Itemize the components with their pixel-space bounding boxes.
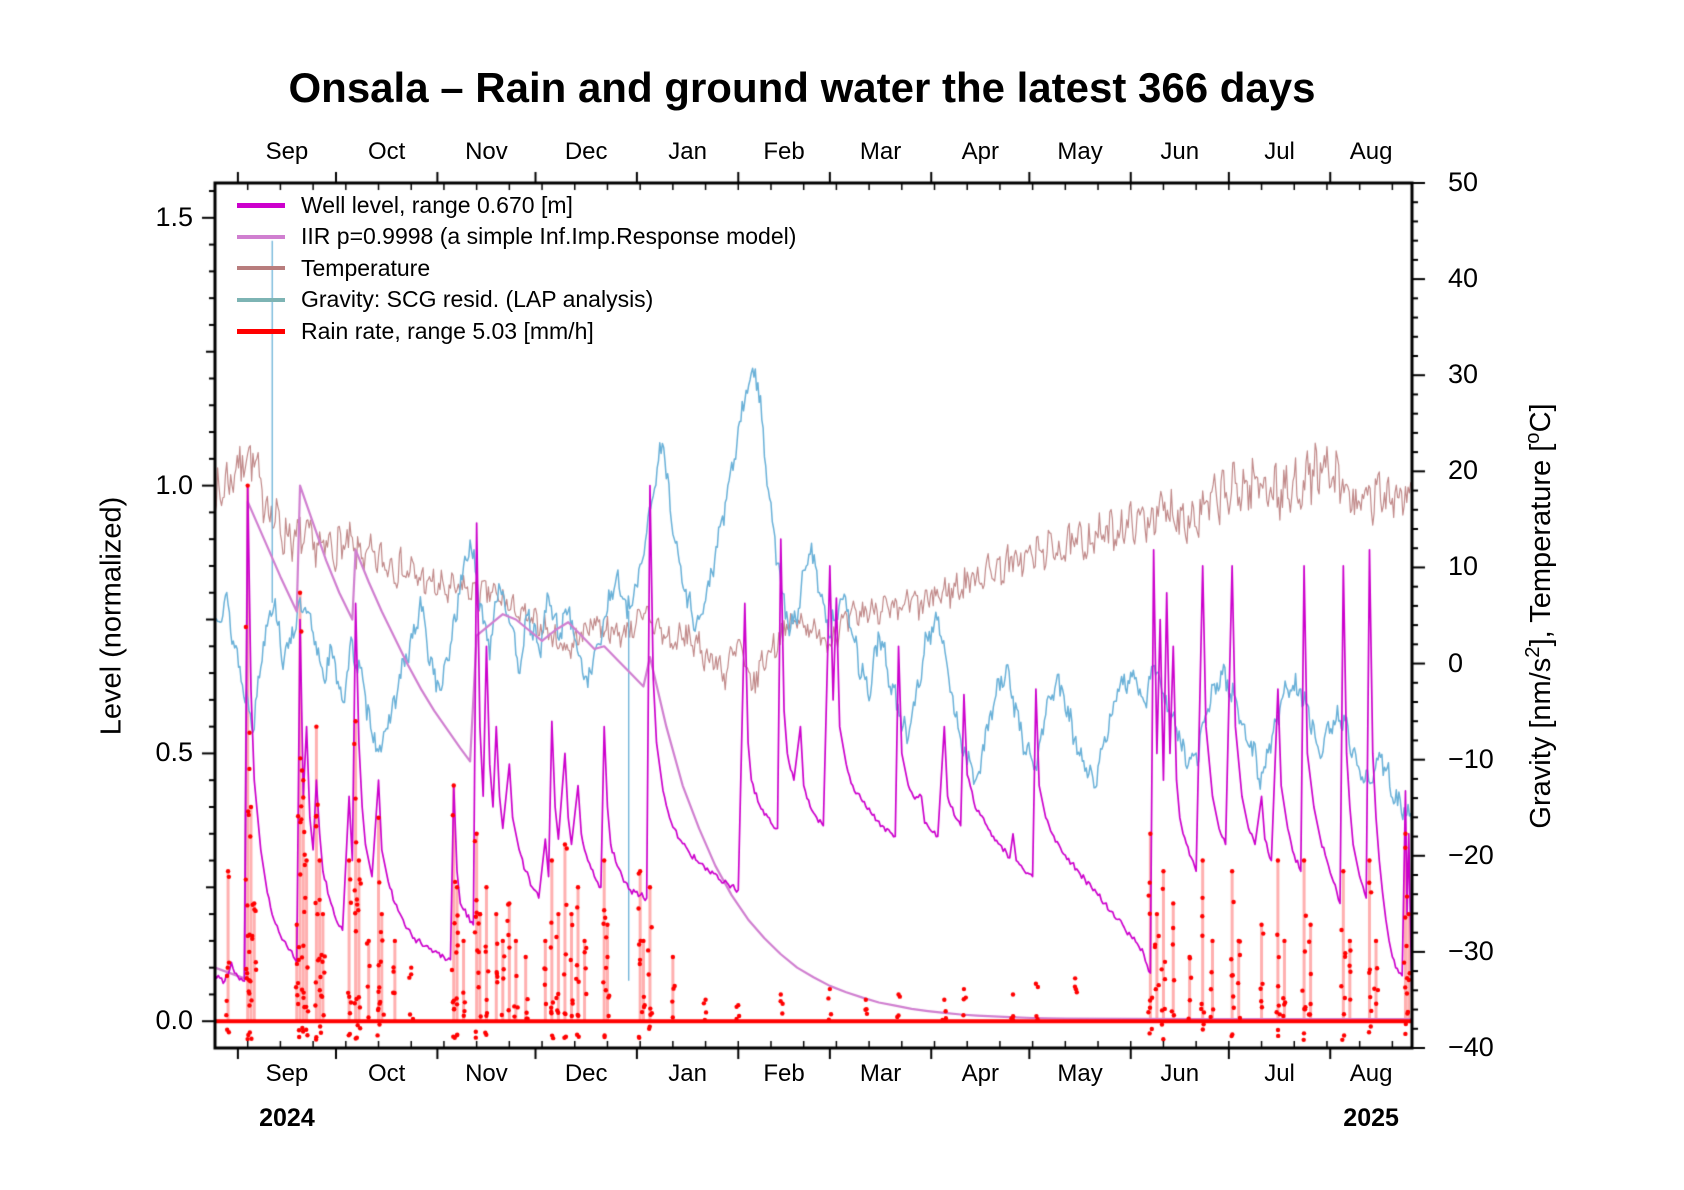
month-label-top: Dec — [564, 138, 608, 165]
legend-line-swatch — [237, 328, 285, 334]
right-tick-label: −20 — [1448, 839, 1494, 870]
left-axis-title: Level (normalized) — [95, 496, 128, 736]
right-tick-label: 40 — [1448, 263, 1479, 294]
right-tick-label: −40 — [1448, 1032, 1494, 1062]
legend-item: Well level, range 0.670 [m] — [237, 189, 573, 221]
legend-item: Temperature — [237, 252, 430, 284]
month-label-top: Jan — [668, 138, 707, 165]
year-label-right: 2025 — [1343, 1104, 1399, 1132]
right-tick-label: −30 — [1448, 935, 1494, 966]
year-label-left: 2024 — [259, 1104, 315, 1132]
legend-line-swatch — [237, 266, 285, 270]
legend-item-label: IIR p=0.9998 (a simple Inf.Imp.Response … — [301, 223, 797, 249]
right-tick-label: 0 — [1448, 647, 1464, 678]
month-label-bottom: Feb — [763, 1060, 805, 1087]
month-label-top: Sep — [265, 138, 309, 165]
month-label-bottom: Mar — [859, 1060, 902, 1087]
month-label-top: Jul — [1264, 138, 1295, 165]
month-label-top: Apr — [961, 138, 999, 165]
legend-line-swatch — [237, 234, 285, 239]
legend-line-swatch — [237, 202, 285, 208]
month-label-top: Feb — [763, 138, 805, 165]
right-axis-title: Gravity [nm/s2], Temperature [oC] — [1522, 403, 1557, 829]
right-tick-label: −10 — [1448, 743, 1494, 774]
month-label-top: Jun — [1160, 138, 1200, 165]
legend-item: IIR p=0.9998 (a simple Inf.Imp.Response … — [237, 221, 796, 253]
legend-item-label: Gravity: SCG resid. (LAP analysis) — [301, 286, 654, 312]
month-label-top: Aug — [1349, 138, 1393, 165]
left-tick-label: 0.0 — [155, 1005, 193, 1036]
month-label-top: May — [1057, 138, 1103, 165]
month-label-bottom: Nov — [465, 1060, 508, 1087]
month-label-top: Mar — [859, 138, 902, 165]
right-tick-label: 50 — [1448, 167, 1479, 197]
month-label-bottom: Apr — [961, 1060, 999, 1087]
month-label-bottom: Aug — [1349, 1060, 1393, 1087]
month-label-bottom: Jul — [1264, 1060, 1295, 1087]
legend-item-label: Temperature — [301, 254, 431, 281]
month-label-top: Nov — [465, 138, 508, 165]
right-tick-label: 10 — [1448, 551, 1479, 582]
chart-title: Onsala – Rain and ground water the lates… — [288, 64, 1316, 111]
legend-item-label: Rain rate, range 5.03 [mm/h] — [301, 317, 594, 344]
right-tick-label: 30 — [1448, 359, 1479, 390]
left-tick-label: 1.0 — [155, 469, 193, 500]
legend-item: Rain rate, range 5.03 [mm/h] — [237, 315, 594, 347]
legend-item: Gravity: SCG resid. (LAP analysis) — [237, 284, 653, 316]
legend-item-label: Well level, range 0.670 [m] — [301, 191, 573, 218]
legend-line-swatch — [237, 297, 285, 302]
month-label-top: Oct — [368, 138, 406, 165]
month-label-bottom: May — [1057, 1060, 1103, 1087]
month-label-bottom: Dec — [564, 1060, 608, 1087]
month-label-bottom: Jun — [1160, 1060, 1200, 1087]
month-label-bottom: Jan — [668, 1060, 707, 1087]
left-tick-label: 0.5 — [155, 737, 193, 768]
month-label-bottom: Sep — [265, 1060, 309, 1087]
month-label-bottom: Oct — [368, 1060, 406, 1087]
right-tick-label: 20 — [1448, 455, 1479, 486]
left-tick-label: 1.5 — [155, 201, 193, 232]
